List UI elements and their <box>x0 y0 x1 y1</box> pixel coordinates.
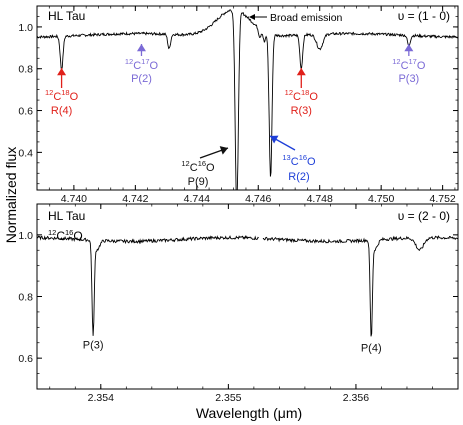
top-annotation: 12C16O P(9) <box>181 146 229 188</box>
bot-ytick-label: 0.6 <box>18 353 33 365</box>
top-ytick-label: 1.0 <box>18 22 33 34</box>
annotation-arrowhead <box>404 44 414 52</box>
transition-label: P(3) <box>398 73 419 85</box>
x-axis-label: Wavelength (μm) <box>196 405 302 421</box>
annotation-arrowhead <box>270 135 279 144</box>
broad-emission-label: Broad emission <box>270 12 343 24</box>
top-annotation: 13C16O R(2) <box>269 135 316 183</box>
isotope-label: 13C16O <box>282 153 316 168</box>
isotope-label: 12C17O <box>392 57 426 72</box>
bot-ytick-label: 1.0 <box>18 230 33 242</box>
isotope-label: 12C18O <box>285 88 319 103</box>
bottom-line-label: P(4) <box>361 343 382 355</box>
top-xtick-label: 4.752 <box>429 193 455 205</box>
top-xtick-label: 4.750 <box>368 193 394 205</box>
top-annotations: 12C18OR(4)12C17OP(2)12C16OP(9)13C16OR(2)… <box>45 12 426 188</box>
species-molmass-sup: 16 <box>65 228 73 237</box>
top-annotation: 12C18O R(3) <box>285 68 319 117</box>
top-ytick-label: 0.4 <box>18 147 33 159</box>
top-ytick-label: 0.8 <box>18 64 33 76</box>
broad-emission-arrowhead <box>249 14 255 20</box>
top-plot-frame <box>36 5 459 191</box>
bottom-source-label: HL Tau <box>48 209 85 223</box>
top-xtick-label: 4.742 <box>122 193 148 205</box>
transition-label: R(2) <box>288 171 309 183</box>
transition-label: P(9) <box>188 176 209 188</box>
bottom-species-label: 12C16O <box>48 228 83 243</box>
isotope-label: 12C18O <box>45 88 79 103</box>
bottom-spectrum-line <box>36 235 459 337</box>
bot-xtick-label: 2.354 <box>88 392 114 404</box>
bot-xtick-label: 2.355 <box>215 392 241 404</box>
annotation-arrowhead <box>219 146 228 155</box>
bottom-line-label: P(3) <box>83 340 104 352</box>
bottom-band-label: υ = (2 - 0) <box>398 209 450 223</box>
annotation-arrowhead <box>57 68 67 76</box>
bottom-annotations: P(3) P(4) <box>83 340 382 355</box>
y-axis-label: Normalized flux <box>3 147 19 243</box>
top-xtick-label: 4.740 <box>61 193 87 205</box>
top-source-label: HL Tau <box>48 9 85 23</box>
broad-emission-annotation: Broad emission <box>249 12 343 24</box>
top-band-label: υ = (1 - 0) <box>398 9 450 23</box>
top-xtick-label: 4.744 <box>184 193 210 205</box>
species-o: O <box>73 229 82 243</box>
bot-ytick-label: 0.8 <box>18 292 33 304</box>
annotation-arrowhead <box>296 68 306 76</box>
top-ytick-label: 0.6 <box>18 106 33 118</box>
top-spectrum-line <box>36 9 459 191</box>
top-annotation: 12C18O R(4) <box>45 68 79 117</box>
top-axis-ticks: 4.740 4.742 4.744 4.746 4.748 4.750 4.752 0.4 0.… <box>18 6 458 205</box>
bot-xtick-label: 2.356 <box>343 392 369 404</box>
species-mass-sup: 12 <box>48 228 56 237</box>
bottom-plot-frame <box>36 203 459 390</box>
bottom-panel: 2.354 2.355 2.356 0.6 0.8 1.0 HL Tau υ = (2 -… <box>18 203 459 404</box>
top-xtick-label: 4.746 <box>245 193 271 205</box>
transition-label: R(3) <box>291 105 312 117</box>
bottom-axis-ticks: 2.354 2.355 2.356 0.6 0.8 1.0 <box>18 204 459 404</box>
transition-label: R(4) <box>51 105 72 117</box>
isotope-label: 12C16O <box>181 159 215 174</box>
top-xtick-label: 4.748 <box>307 193 333 205</box>
species-c: C <box>56 229 65 243</box>
isotope-label: 12C17O <box>125 57 159 72</box>
transition-label: P(2) <box>131 73 152 85</box>
top-panel: 4.740 4.742 4.744 4.746 4.748 4.750 4.752 0.4 0.… <box>18 5 459 205</box>
annotation-arrowhead <box>136 44 146 52</box>
